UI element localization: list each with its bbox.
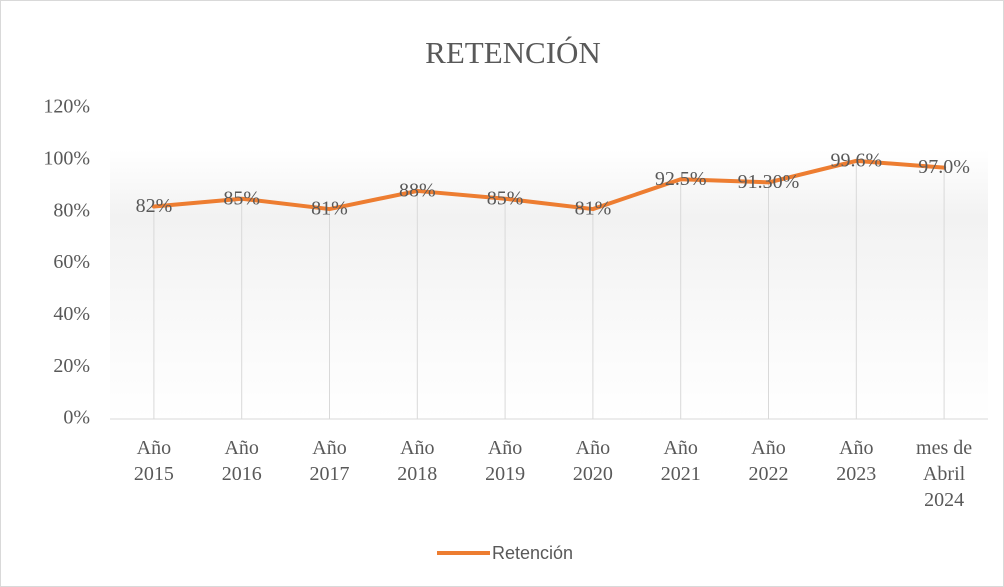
data-label: 92.5% — [655, 168, 707, 190]
data-label: 81% — [575, 198, 612, 220]
x-tick-label-line: 2017 — [310, 463, 350, 485]
y-tick-label: 100% — [43, 147, 90, 169]
x-tick-label-line: Abril — [923, 463, 966, 485]
y-tick-label: 20% — [53, 355, 90, 377]
y-tick-label: 0% — [63, 407, 90, 429]
y-tick-label: 120% — [43, 96, 90, 118]
x-tick-label-line: 2024 — [924, 489, 964, 511]
data-label: 82% — [136, 195, 173, 217]
x-tick-label-line: 2022 — [749, 463, 789, 485]
x-tick-label-line: Año — [400, 437, 434, 459]
data-label: 88% — [399, 180, 436, 202]
x-tick-label-line: 2015 — [134, 463, 174, 485]
x-tick-label: Año 2018 — [397, 437, 437, 485]
series-line — [151, 158, 947, 212]
x-tick-label-line: mes de — [916, 437, 972, 459]
x-tick-label-line: 2021 — [661, 463, 701, 485]
legend-label: Retención — [492, 543, 573, 563]
data-label: 85% — [487, 187, 524, 209]
chart-title: RETENCIÓN — [425, 35, 601, 70]
x-tick-label: Año 2020 — [573, 437, 613, 485]
plot-background — [110, 150, 988, 419]
x-tick-label-line: 2020 — [573, 463, 613, 485]
y-tick-label: 60% — [53, 251, 90, 273]
data-label: 99.6% — [830, 149, 882, 171]
x-tick-label-line: 2023 — [836, 463, 876, 485]
x-tick-label: Año 2015 — [134, 437, 174, 485]
x-tick-label-line: 2016 — [222, 463, 262, 485]
x-tick-label-line: Año — [137, 437, 171, 459]
x-tick-label: Año 2022 — [749, 437, 789, 485]
data-label: 81% — [311, 198, 348, 220]
x-tick-label: Año 2017 — [310, 437, 350, 485]
x-tick-label-line: Año — [663, 437, 697, 459]
data-label: 85% — [223, 187, 260, 209]
x-tick-label-line: 2018 — [397, 463, 437, 485]
x-tick-label-line: Año — [576, 437, 610, 459]
data-label: 91.30% — [738, 171, 800, 193]
y-tick-label: 40% — [53, 303, 90, 325]
x-tick-label-line: Año — [312, 437, 346, 459]
x-tick-label: mes de Abril 2024 — [916, 437, 972, 511]
x-tick-label: Año 2021 — [661, 437, 701, 485]
x-tick-label-line: 2019 — [485, 463, 525, 485]
x-tick-label-line: Año — [488, 437, 522, 459]
x-tick-label-line: Año — [224, 437, 258, 459]
x-tick-label: Año 2023 — [836, 437, 876, 485]
data-label: 97.0% — [918, 156, 970, 178]
x-tick-label-line: Año — [839, 437, 873, 459]
y-tick-label: 80% — [53, 199, 90, 221]
x-tick-label: Año 2016 — [222, 437, 262, 485]
x-tick-label-line: Año — [751, 437, 785, 459]
x-tick-label: Año 2019 — [485, 437, 525, 485]
